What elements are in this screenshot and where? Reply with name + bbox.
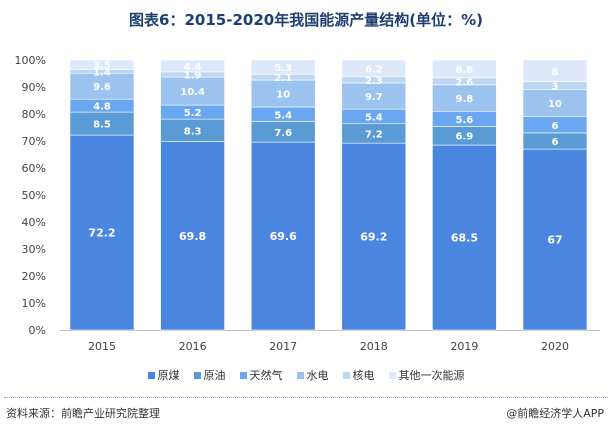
data-label: 5.3 bbox=[274, 63, 292, 74]
legend-item: 核电 bbox=[342, 367, 375, 383]
data-label: 5.6 bbox=[456, 115, 474, 126]
legend-label: 原油 bbox=[203, 369, 226, 382]
data-label: 5.4 bbox=[365, 112, 383, 123]
data-label: 8 bbox=[552, 67, 559, 78]
data-label: 69.2 bbox=[360, 231, 387, 244]
data-label: 68.5 bbox=[451, 232, 478, 245]
x-tick-label: 2020 bbox=[541, 340, 569, 353]
bar-segment bbox=[160, 59, 225, 73]
legend-label: 水电 bbox=[306, 369, 329, 382]
legend-item: 原煤 bbox=[147, 367, 180, 383]
legend-item: 天然气 bbox=[239, 367, 283, 383]
bar-segment bbox=[522, 148, 588, 331]
footer-divider bbox=[4, 397, 608, 398]
bar-segment bbox=[522, 89, 588, 117]
bar-segment bbox=[341, 142, 407, 331]
y-tick-label: 90% bbox=[22, 81, 46, 94]
bar-segment bbox=[250, 59, 316, 75]
legend-label: 其他一次能源 bbox=[398, 369, 465, 382]
data-label: 72.2 bbox=[88, 227, 115, 240]
data-label: 7.6 bbox=[274, 128, 292, 139]
bars-group bbox=[69, 59, 588, 331]
x-tick-label: 2016 bbox=[179, 340, 207, 353]
data-label: 4.8 bbox=[93, 102, 111, 113]
chart-title: 图表6：2015-2020年我国能源产量结构(单位：%) bbox=[129, 11, 483, 29]
labels-group: 72.28.54.89.61.43.569.88.35.210.41.94.46… bbox=[88, 61, 562, 247]
y-tick-label: 30% bbox=[22, 243, 46, 256]
data-label: 1.4 bbox=[93, 67, 111, 78]
data-label: 2.3 bbox=[365, 76, 383, 87]
data-label: 2.1 bbox=[274, 73, 292, 84]
data-label: 69.6 bbox=[270, 230, 297, 243]
legend-item: 水电 bbox=[296, 367, 329, 383]
data-label: 6.6 bbox=[456, 65, 474, 76]
data-label: 1.9 bbox=[184, 70, 202, 81]
brand-credit: @前瞻经济学人APP bbox=[506, 407, 604, 420]
bar-segment bbox=[250, 141, 316, 331]
data-label: 4.4 bbox=[184, 62, 202, 73]
bar-segment bbox=[160, 141, 225, 331]
legend-label: 原煤 bbox=[157, 369, 180, 382]
data-label: 9.7 bbox=[365, 92, 383, 103]
data-label: 9.6 bbox=[93, 82, 111, 93]
legend-swatch bbox=[388, 371, 396, 379]
data-label: 5.4 bbox=[274, 110, 292, 121]
data-label: 5.2 bbox=[184, 108, 202, 119]
data-label: 6 bbox=[552, 137, 559, 148]
y-tick-label: 0% bbox=[29, 324, 46, 337]
data-label: 67 bbox=[547, 234, 562, 247]
bar-segment bbox=[432, 84, 497, 112]
legend-item: 原油 bbox=[193, 367, 226, 383]
legend-swatch bbox=[342, 371, 350, 379]
y-tick-label: 20% bbox=[22, 270, 46, 283]
chart-legend: 原煤 原油 天然气 水电 核电 其他一次能源 bbox=[0, 367, 612, 383]
bar-segment bbox=[341, 59, 407, 78]
bar-segment bbox=[250, 79, 316, 108]
data-label: 3 bbox=[552, 82, 559, 93]
bar-segment bbox=[522, 59, 588, 82]
legend-swatch bbox=[239, 371, 247, 379]
data-label: 2.6 bbox=[456, 77, 474, 88]
data-label: 8.3 bbox=[184, 126, 202, 137]
legend-item: 其他一次能源 bbox=[388, 367, 465, 383]
y-tick-label: 60% bbox=[22, 162, 46, 175]
y-tick-label: 10% bbox=[22, 297, 46, 310]
y-tick-label: 80% bbox=[22, 108, 46, 121]
y-tick-label: 100% bbox=[15, 54, 46, 67]
bar-segment bbox=[432, 144, 497, 331]
legend-swatch bbox=[296, 371, 304, 379]
data-label: 3.5 bbox=[93, 61, 111, 72]
y-tick-label: 40% bbox=[22, 216, 46, 229]
x-tick-label: 2015 bbox=[88, 340, 116, 353]
data-label: 8.5 bbox=[93, 120, 111, 131]
bar-segment bbox=[160, 76, 225, 106]
data-label: 10 bbox=[276, 89, 290, 100]
legend-label: 核电 bbox=[352, 369, 375, 382]
bar-segment bbox=[69, 134, 135, 331]
source-note: 资料来源：前瞻产业研究院整理 bbox=[6, 407, 160, 420]
y-tick-label: 50% bbox=[22, 189, 46, 202]
bar-segment bbox=[69, 72, 135, 100]
x-tick-label: 2019 bbox=[450, 340, 478, 353]
data-label: 10.4 bbox=[180, 87, 205, 98]
axis-group: 0% 10% 20% 30% 40% 50% 60% 70% 80% 90% 100% 2015 201… bbox=[15, 54, 600, 353]
legend-label: 天然气 bbox=[249, 369, 283, 382]
bar-segment bbox=[432, 59, 497, 79]
stacked-bar-chart: 0% 10% 20% 30% 40% 50% 60% 70% 80% 90% 100% 2015 201… bbox=[15, 54, 600, 353]
legend-swatch bbox=[193, 371, 201, 379]
x-tick-label: 2018 bbox=[360, 340, 388, 353]
data-label: 6.9 bbox=[456, 132, 474, 143]
data-label: 7.2 bbox=[365, 129, 383, 140]
data-label: 6 bbox=[552, 121, 559, 132]
data-label: 6.2 bbox=[365, 64, 383, 75]
data-label: 9.8 bbox=[456, 94, 474, 105]
y-tick-label: 70% bbox=[22, 135, 46, 148]
x-tick-label: 2017 bbox=[269, 340, 297, 353]
legend-swatch bbox=[147, 371, 155, 379]
bar-segment bbox=[69, 59, 135, 70]
data-label: 10 bbox=[548, 99, 562, 110]
data-label: 69.8 bbox=[179, 230, 206, 243]
